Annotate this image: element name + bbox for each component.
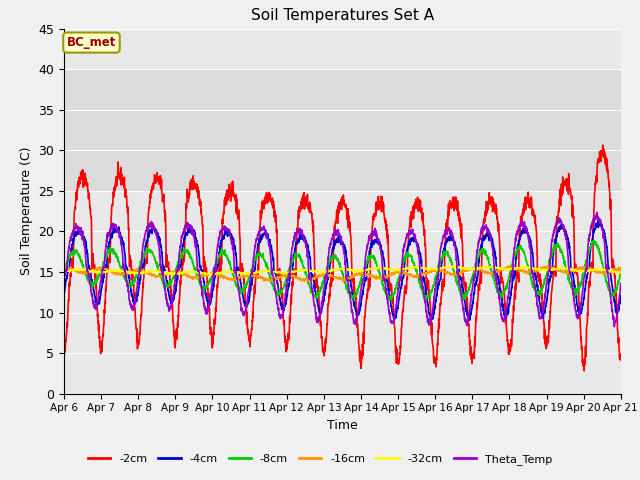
Legend: -2cm, -4cm, -8cm, -16cm, -32cm, Theta_Temp: -2cm, -4cm, -8cm, -16cm, -32cm, Theta_Te… (84, 450, 556, 469)
Title: Soil Temperatures Set A: Soil Temperatures Set A (251, 9, 434, 24)
Y-axis label: Soil Temperature (C): Soil Temperature (C) (20, 147, 33, 276)
Text: BC_met: BC_met (67, 36, 116, 49)
X-axis label: Time: Time (327, 419, 358, 432)
Bar (64, 69, 621, 191)
